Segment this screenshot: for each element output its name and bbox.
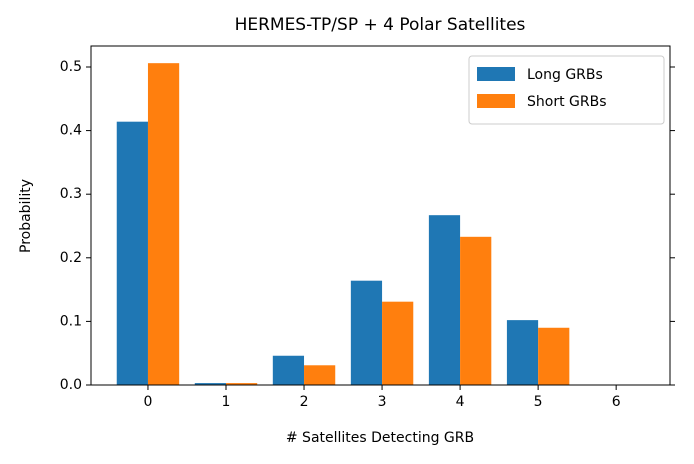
bar — [304, 365, 336, 385]
y-tick-label: 0.0 — [60, 377, 82, 393]
bar — [147, 63, 180, 385]
bar — [225, 383, 258, 385]
legend-label: Short GRBs — [527, 94, 607, 110]
chart-title: HERMES-TP/SP + 4 Polar Satellites — [235, 15, 526, 35]
y-axis-label: Probability — [18, 179, 34, 253]
y-tick-label: 0.3 — [60, 186, 82, 202]
y-tick-label: 0.2 — [60, 250, 82, 266]
legend-label: Long GRBs — [527, 67, 603, 83]
bar — [506, 320, 539, 385]
x-tick-label: 0 — [144, 394, 153, 410]
bar — [116, 121, 148, 385]
x-axis-label: # Satellites Detecting GRB — [286, 430, 474, 446]
x-tick-label: 5 — [534, 394, 543, 410]
bar — [460, 236, 492, 385]
legend-swatch — [477, 94, 515, 108]
plot-frame — [90, 45, 671, 386]
bar — [382, 301, 414, 385]
bar — [538, 327, 570, 385]
x-tick-label: 1 — [222, 394, 231, 410]
bar — [428, 215, 461, 385]
y-tick-label: 0.1 — [60, 313, 82, 329]
x-tick-label: 3 — [378, 394, 387, 410]
legend-swatch — [477, 67, 515, 81]
bar — [350, 280, 383, 385]
y-tick-label: 0.4 — [60, 123, 82, 139]
x-tick-label: 6 — [612, 394, 621, 410]
x-tick-label: 4 — [456, 394, 465, 410]
legend-box — [468, 55, 665, 125]
x-tick-label: 2 — [300, 394, 309, 410]
bar — [194, 383, 226, 385]
y-tick-label: 0.5 — [60, 59, 82, 75]
bar — [272, 355, 305, 385]
